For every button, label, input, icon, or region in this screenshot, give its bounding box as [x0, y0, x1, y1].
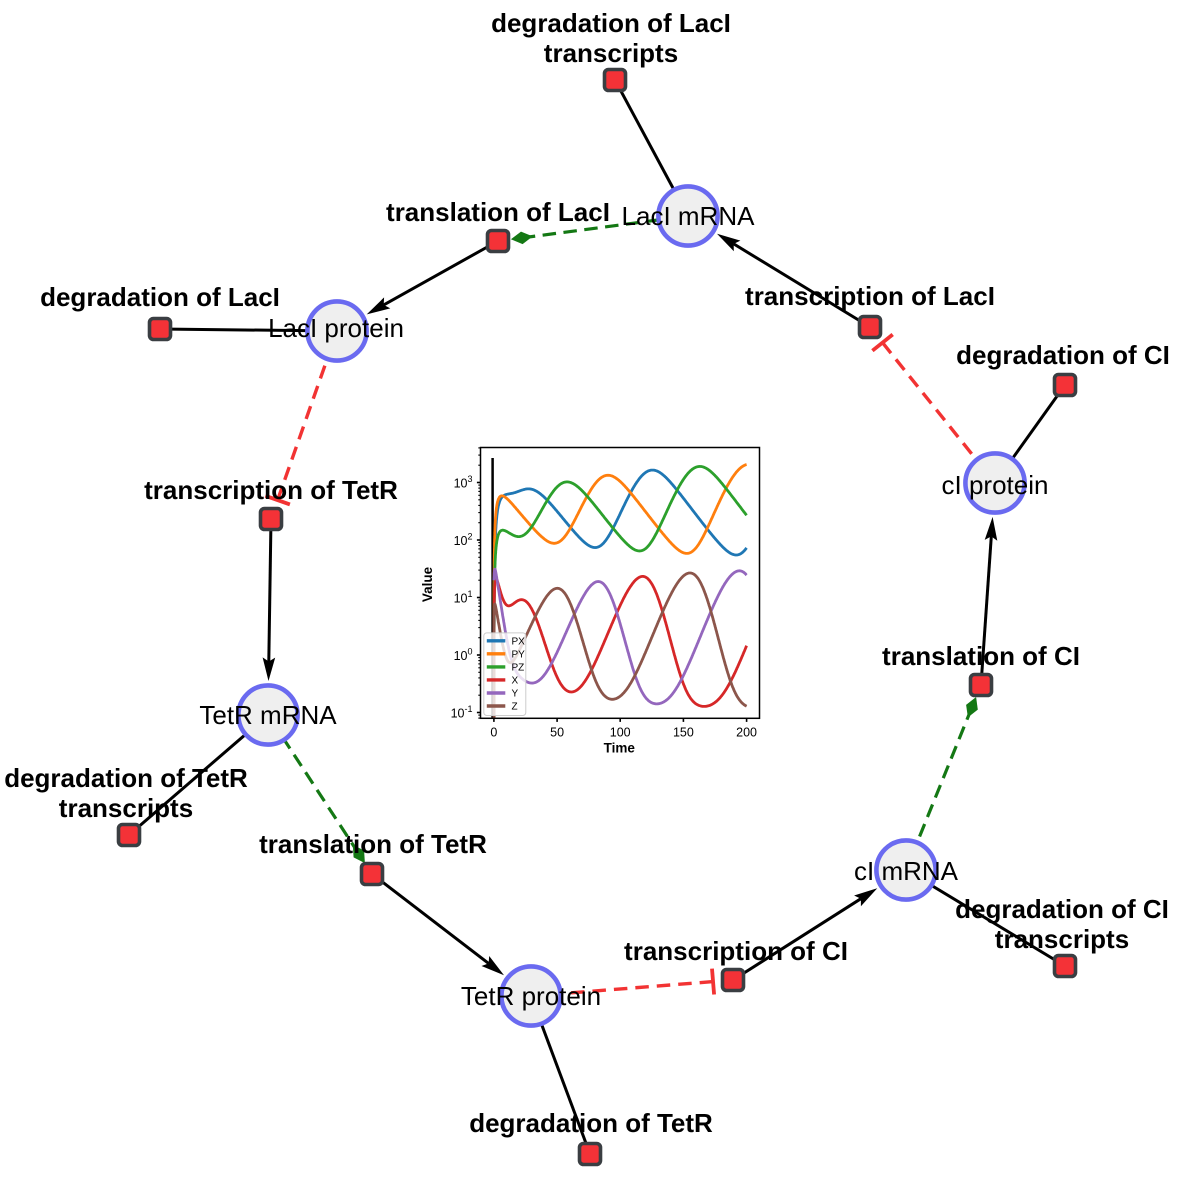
svg-text:PY: PY	[512, 649, 526, 660]
svg-text:translation of CI: translation of CI	[882, 641, 1080, 671]
svg-text:degradation of CI: degradation of CI	[956, 340, 1170, 370]
svg-text:Y: Y	[512, 689, 519, 700]
svg-text:Value: Value	[420, 566, 435, 602]
svg-text:transcription of CI: transcription of CI	[624, 936, 848, 966]
svg-text:translation of LacI: translation of LacI	[386, 197, 610, 227]
svg-text:PX: PX	[512, 636, 526, 647]
svg-text:cI protein: cI protein	[942, 470, 1049, 500]
svg-text:transcription of TetR: transcription of TetR	[144, 475, 398, 505]
svg-text:0: 0	[490, 725, 497, 739]
svg-text:transcripts: transcripts	[59, 793, 193, 823]
svg-text:degradation of CI: degradation of CI	[955, 894, 1169, 924]
svg-text:200: 200	[736, 725, 757, 739]
svg-text:translation of TetR: translation of TetR	[259, 829, 487, 859]
svg-text:Time: Time	[604, 741, 636, 756]
svg-text:100: 100	[610, 725, 631, 739]
svg-text:TetR mRNA: TetR mRNA	[199, 700, 337, 730]
svg-text:degradation of TetR: degradation of TetR	[469, 1108, 713, 1138]
svg-text:LacI protein: LacI protein	[268, 313, 404, 343]
svg-text:cI mRNA: cI mRNA	[854, 856, 959, 886]
svg-text:degradation of LacI: degradation of LacI	[491, 8, 731, 38]
svg-text:PZ: PZ	[512, 662, 525, 673]
svg-text:transcripts: transcripts	[995, 924, 1129, 954]
svg-text:X: X	[512, 675, 519, 686]
svg-text:150: 150	[673, 725, 694, 739]
svg-text:transcripts: transcripts	[544, 38, 678, 68]
svg-text:50: 50	[550, 725, 564, 739]
svg-text:LacI mRNA: LacI mRNA	[622, 201, 756, 231]
svg-text:Z: Z	[512, 702, 518, 713]
svg-text:degradation of LacI: degradation of LacI	[40, 282, 280, 312]
svg-text:TetR protein: TetR protein	[461, 981, 601, 1011]
svg-text:transcription of LacI: transcription of LacI	[745, 281, 995, 311]
svg-text:degradation of TetR: degradation of TetR	[4, 763, 248, 793]
